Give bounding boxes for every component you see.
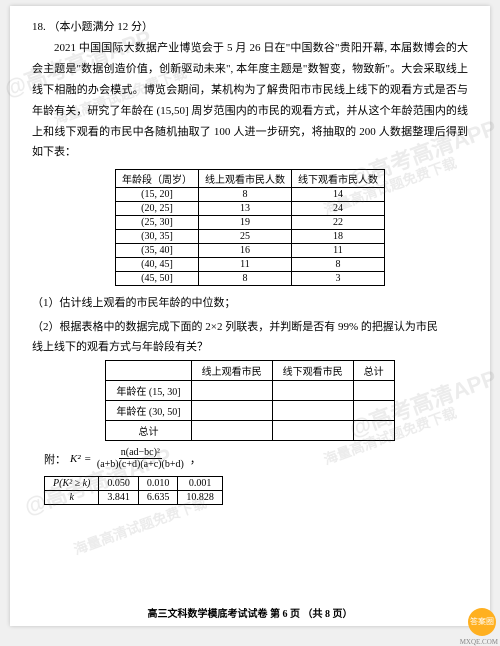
question-points: （本小题满分 12 分） — [49, 21, 154, 33]
table-cell — [191, 401, 272, 421]
probability-table: P(K² ≥ k) 0.050 0.010 0.001 k 3.841 6.63… — [44, 476, 223, 505]
table-cell: 年龄在 (30, 50] — [106, 401, 191, 421]
table-cell: 0.010 — [138, 477, 178, 491]
table-cell — [353, 401, 394, 421]
table-cell: 14 — [292, 188, 385, 202]
table-cell: 8 — [199, 188, 292, 202]
table-cell: 11 — [199, 258, 292, 272]
table-cell: 0.050 — [99, 477, 139, 491]
table-cell — [272, 381, 353, 401]
table-cell: 3.841 — [99, 491, 139, 505]
question-body: 2021 中国国际大数据产业博览会于 5 月 26 日在"中国数谷"贵阳开幕, … — [32, 38, 468, 163]
table-cell — [353, 381, 394, 401]
source-link: MXQE.COM — [460, 638, 498, 646]
formula-suffix: ， — [190, 451, 201, 467]
page-footer: 高三文科数学模底考试试卷 第 6 页 （共 8 页） — [10, 605, 490, 620]
table-header: 年龄段（周岁） — [116, 170, 199, 188]
answer-badge-icon: 答案圈 — [468, 608, 496, 636]
table-header: 线下观看市民人数 — [292, 170, 385, 188]
table-cell: (20, 25] — [116, 202, 199, 216]
table-cell: 16 — [199, 244, 292, 258]
formula-eq: = — [85, 453, 91, 465]
question-number: 18. — [32, 21, 46, 33]
table-cell: 线上观看市民 — [191, 361, 272, 381]
table-cell: (25, 30] — [116, 216, 199, 230]
table-cell: 总计 — [106, 421, 191, 441]
table-cell: 8 — [199, 272, 292, 286]
table-cell: 6.635 — [138, 491, 178, 505]
table-cell: 总计 — [353, 361, 394, 381]
sub-question-1: （1）估计线上观看的市民年龄的中位数； — [32, 294, 468, 310]
table-cell: 18 — [292, 230, 385, 244]
formula-numerator: n(ad−bc)² — [119, 447, 162, 459]
table-cell: 10.828 — [178, 491, 223, 505]
table-cell — [106, 361, 191, 381]
formula-lhs: K² — [70, 453, 81, 465]
table-cell — [191, 381, 272, 401]
table-cell — [191, 421, 272, 441]
formula-denominator: (a+b)(c+d)(a+c)(b+d) — [95, 459, 186, 470]
formula-fraction: n(ad−bc)² (a+b)(c+d)(a+c)(b+d) — [95, 447, 186, 470]
table-cell: 11 — [292, 244, 385, 258]
contingency-table: 线上观看市民 线下观看市民 总计 年龄在 (15, 30] 年龄在 (30, 5… — [105, 360, 394, 441]
exam-page: @高考高清APP 海量高清试题免费下载 @高考高清APP 海量高清试题免费下载 … — [10, 6, 490, 626]
table-cell: 25 — [199, 230, 292, 244]
question-header: 18. （本小题满分 12 分） — [32, 18, 468, 34]
k-squared-formula: 附： K² = n(ad−bc)² (a+b)(c+d)(a+c)(b+d) ， — [44, 447, 468, 470]
table-cell: (35, 40] — [116, 244, 199, 258]
table-cell: (40, 45] — [116, 258, 199, 272]
table-cell: k — [45, 491, 99, 505]
formula-prefix: 附： — [44, 451, 66, 467]
table-cell: 3 — [292, 272, 385, 286]
age-data-table: 年龄段（周岁） 线上观看市民人数 线下观看市民人数 (15, 20]814 (2… — [115, 169, 385, 286]
table-cell: (45, 50] — [116, 272, 199, 286]
table-header: 线上观看市民人数 — [199, 170, 292, 188]
table-cell: 年龄在 (15, 30] — [106, 381, 191, 401]
table-cell: 8 — [292, 258, 385, 272]
table-cell — [353, 421, 394, 441]
table-cell: 22 — [292, 216, 385, 230]
table-cell: 0.001 — [178, 477, 223, 491]
sub-question-2-line2: 线上线下的观看方式与年龄段有关？ — [32, 338, 468, 354]
table-cell: 线下观看市民 — [272, 361, 353, 381]
sub-question-2-line1: （2）根据表格中的数据完成下面的 2×2 列联表，并判断是否有 99% 的把握认… — [32, 318, 468, 334]
table-cell — [272, 401, 353, 421]
table-cell: 13 — [199, 202, 292, 216]
table-cell — [272, 421, 353, 441]
table-cell: P(K² ≥ k) — [45, 477, 99, 491]
table-cell: 24 — [292, 202, 385, 216]
table-cell: 19 — [199, 216, 292, 230]
table-cell: (15, 20] — [116, 188, 199, 202]
table-cell: (30, 35] — [116, 230, 199, 244]
